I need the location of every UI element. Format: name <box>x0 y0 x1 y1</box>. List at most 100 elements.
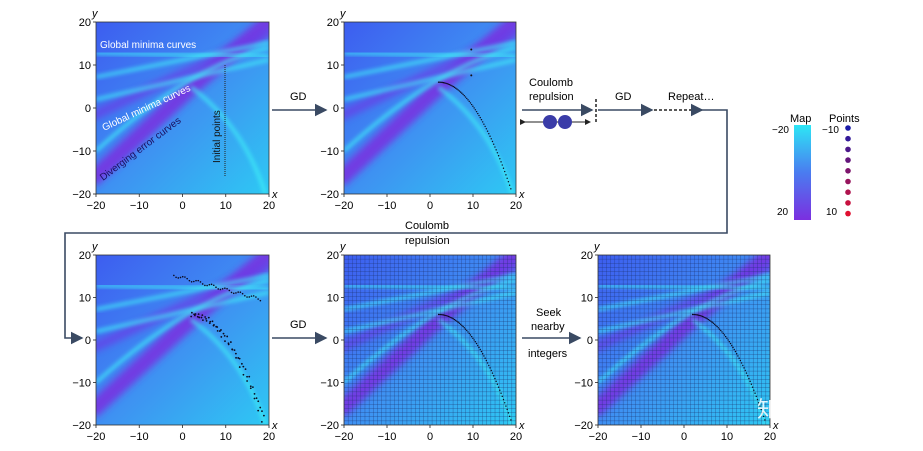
y-tick-label: −10 <box>574 378 593 390</box>
map-colorbar <box>794 125 811 220</box>
minima-curve <box>598 290 770 333</box>
legend-points-top: −10 <box>822 125 839 136</box>
y-tick-label: 10 <box>79 60 91 72</box>
points-legend-dot <box>845 210 851 217</box>
y-axis-label: y <box>593 241 601 253</box>
y-tick-label: 0 <box>333 335 339 347</box>
gd-label-3: GD <box>290 319 307 331</box>
y-tick-label: 10 <box>327 293 339 305</box>
gd-label-2: GD <box>615 91 632 103</box>
minima-curve <box>190 318 267 425</box>
x-tick-label: −10 <box>130 431 149 443</box>
axes: −20 −10 0 10 20 20 10 0 −10 −20 y x <box>574 241 779 443</box>
x-tick-label: 10 <box>721 431 733 443</box>
x-tick-label: −10 <box>378 431 397 443</box>
points-legend-dot <box>845 189 851 195</box>
x-tick-label: 10 <box>220 431 232 443</box>
integer-grid <box>598 255 770 425</box>
panel-p5: −20 −10 0 10 20 20 10 0 −10 −20 y x <box>574 241 779 443</box>
point-set <box>437 313 512 421</box>
y-tick-label: 10 <box>581 293 593 305</box>
minima-curve <box>344 290 516 333</box>
diverging-band-2 <box>344 27 516 120</box>
y-tick-label: −20 <box>72 189 91 201</box>
axes: −20 −10 0 10 20 20 10 0 −10 −20 y x <box>320 8 525 212</box>
y-tick-label: −20 <box>72 420 91 432</box>
y-axis-label: y <box>91 241 99 253</box>
points-legend-dot <box>845 200 851 206</box>
minima-curve <box>96 279 269 384</box>
y-tick-label: −10 <box>72 378 91 390</box>
axes: −20 −10 0 10 20 20 10 0 −10 −20 y x <box>320 241 525 443</box>
y-tick-label: 20 <box>79 17 91 29</box>
point-set <box>437 81 512 190</box>
y-tick-label: 20 <box>581 250 593 262</box>
legend-points-title: Points <box>829 113 860 125</box>
y-axis-label: y <box>339 241 347 253</box>
x-tick-label: −10 <box>632 431 651 443</box>
x-tick-label: −20 <box>87 431 106 443</box>
seek-line2: nearby <box>531 321 565 333</box>
y-tick-label: 0 <box>587 335 593 347</box>
y-tick-label: 10 <box>327 60 339 72</box>
x-tick-label: 0 <box>681 431 687 443</box>
minima-curve <box>190 86 267 194</box>
x-tick-label: −10 <box>378 200 397 212</box>
coulomb-bottom-line1: Coulomb <box>405 220 449 232</box>
seek-line1: Seek <box>536 307 562 319</box>
points-legend-dot <box>845 178 851 185</box>
legend-map-title: Map <box>790 113 811 125</box>
minima-curve <box>96 290 269 333</box>
x-axis-label: x <box>271 420 278 432</box>
panel-p1: −20 −10 0 10 20 20 10 0 −10 −20 y x <box>72 8 278 212</box>
y-tick-label: −10 <box>320 146 339 158</box>
minima-curve <box>96 58 269 101</box>
y-tick-label: −20 <box>320 420 339 432</box>
legend: Map Points −20 20 −10 10 <box>772 113 860 220</box>
minima-curve <box>96 46 269 153</box>
x-tick-label: 0 <box>427 200 433 212</box>
minima-curve <box>344 41 516 79</box>
x-tick-label: −20 <box>589 431 608 443</box>
legend-map-bottom: 20 <box>777 207 789 218</box>
y-tick-label: −10 <box>320 378 339 390</box>
y-tick-label: −20 <box>574 420 593 432</box>
panel-p3: −20 −10 0 10 20 20 10 0 −10 −20 y x <box>72 241 278 443</box>
minima-curve <box>96 41 269 79</box>
minima-curve <box>691 318 768 425</box>
coulomb-top-line2: repulsion <box>529 91 574 103</box>
charge-ball-left <box>543 115 557 129</box>
x-tick-label: 20 <box>764 431 776 443</box>
panel-p2: −20 −10 0 10 20 20 10 0 −10 −20 y x <box>320 8 525 212</box>
x-tick-label: 0 <box>179 431 185 443</box>
integer-grid <box>344 255 516 425</box>
y-tick-label: 10 <box>79 293 91 305</box>
point-set <box>173 274 265 423</box>
diverging-band-2 <box>96 260 269 352</box>
seek-line3: integers <box>528 348 568 360</box>
x-axis-label: x <box>518 189 525 201</box>
x-tick-label: 10 <box>220 200 232 212</box>
coulomb-top-line1: Coulomb <box>529 77 573 89</box>
diverging-band-2 <box>96 27 269 120</box>
y-tick-label: 0 <box>333 103 339 115</box>
initial-points-label: Initial points <box>212 110 223 163</box>
x-tick-label: 20 <box>510 200 522 212</box>
minima-curve <box>344 58 516 101</box>
x-tick-label: −20 <box>87 200 106 212</box>
point-set <box>691 313 766 421</box>
legend-points-bottom: 10 <box>826 207 838 218</box>
y-tick-label: 0 <box>85 103 91 115</box>
points-legend-dot <box>845 125 851 131</box>
connector-to-bottom <box>64 109 728 345</box>
y-axis-label: y <box>339 8 347 20</box>
y-tick-label: 20 <box>327 250 339 262</box>
x-tick-label: −20 <box>335 200 354 212</box>
points-legend-dot <box>845 146 851 153</box>
x-axis-label: x <box>518 420 525 432</box>
x-axis-label: x <box>271 189 278 201</box>
y-tick-label: −10 <box>72 146 91 158</box>
y-axis-label: y <box>91 8 99 20</box>
global-minima-label-top: Global minima curves <box>100 40 196 51</box>
